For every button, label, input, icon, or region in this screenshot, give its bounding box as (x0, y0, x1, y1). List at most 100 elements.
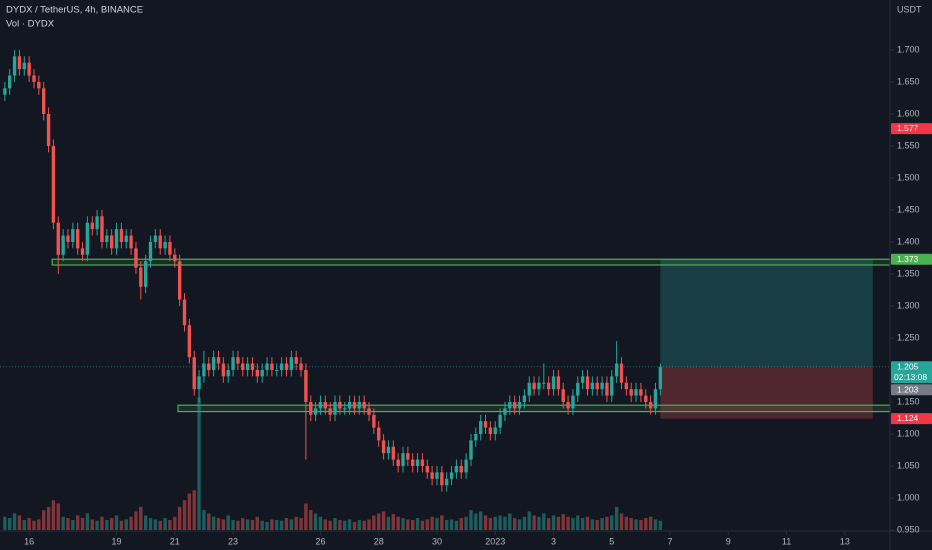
candle-body (430, 472, 434, 479)
volume-bar (406, 519, 410, 530)
candle-body (644, 395, 648, 402)
volume-bar (182, 500, 187, 530)
candle-body (270, 363, 274, 370)
candle-body (546, 382, 551, 390)
volume-bar (503, 516, 507, 530)
volume-bar (464, 516, 468, 530)
candle-body (634, 389, 638, 396)
volume-bar (498, 515, 502, 530)
volume-bar (493, 516, 497, 530)
volume-bar (71, 520, 75, 530)
candle-body (425, 465, 429, 473)
candle-body (168, 241, 172, 255)
candle-body (51, 145, 56, 223)
candle-body (100, 216, 104, 242)
volume-bar (211, 516, 216, 530)
candle-body (37, 81, 41, 89)
volume-bar (197, 397, 201, 530)
y-tick-label: 1.650 (897, 76, 920, 86)
volume-bar (51, 500, 56, 530)
x-tick-label: 19 (112, 536, 122, 546)
candle-body (279, 363, 284, 370)
x-tick-label: 7 (668, 536, 673, 546)
x-tick-label: 11 (782, 536, 791, 546)
volume-bar (202, 510, 206, 530)
volume-bar (260, 520, 264, 530)
volume-bar (561, 514, 565, 530)
candle-body (143, 261, 148, 287)
volume-bar (153, 519, 158, 530)
candle-body (595, 382, 599, 390)
price-label: 1.373 (897, 254, 919, 264)
candle-body (464, 459, 468, 473)
candle-body (454, 465, 459, 473)
volume-bar (556, 516, 561, 530)
volume-bar (377, 513, 381, 530)
volume-bar (226, 515, 230, 530)
candle-body (313, 408, 318, 415)
volume-bar (478, 511, 483, 530)
candle-body (444, 478, 449, 486)
y-tick-label: 1.300 (897, 300, 920, 310)
x-tick-label: 5 (609, 536, 614, 546)
y-tick-label: 1.600 (897, 108, 920, 118)
volume-bar (435, 518, 439, 530)
candle-body (338, 401, 342, 409)
volume-bar (415, 518, 420, 530)
y-tick-label: 0.950 (897, 524, 920, 534)
volume-bar (148, 518, 153, 530)
candle-body (648, 401, 653, 409)
candle-body (323, 401, 328, 409)
candle-body (386, 446, 391, 454)
volume-bar (595, 520, 599, 530)
zone-box (177, 404, 891, 413)
volume-bar (396, 516, 400, 530)
candle-body (177, 261, 182, 300)
volume-bar (177, 506, 182, 530)
candle-body (459, 465, 463, 473)
volume-bar (566, 516, 570, 530)
volume-bar (90, 519, 94, 530)
volume-bar (46, 506, 51, 530)
volume-bar (323, 519, 328, 530)
volume-bar (469, 510, 473, 530)
candle-body (474, 433, 478, 441)
volume-bar (401, 518, 405, 530)
volume-bar (488, 518, 493, 530)
candle-body (381, 440, 386, 454)
volume-bar (304, 503, 308, 530)
candle-body (420, 459, 425, 466)
volume-bar (328, 520, 332, 530)
volume-bar (313, 513, 318, 530)
volume-bar (629, 518, 633, 530)
candle-body (532, 382, 536, 390)
candle-body (32, 75, 36, 82)
volume-bar (391, 514, 395, 530)
volume-bar (245, 519, 250, 530)
countdown: 02:13:08 (894, 372, 927, 382)
volume-bar (367, 519, 371, 530)
candle-body (255, 369, 260, 377)
candle-body (119, 229, 124, 242)
candle-body (192, 357, 196, 390)
volume-bar (508, 513, 512, 530)
volume-bar (27, 518, 31, 530)
volume-bar (352, 522, 357, 530)
candle-body (66, 235, 70, 242)
candle-body (600, 382, 604, 390)
candle-body (211, 357, 216, 370)
candle-body (372, 414, 376, 428)
y-tick-label: 1.250 (897, 332, 920, 342)
volume-bar (444, 520, 449, 530)
candle-body (85, 222, 90, 255)
candle-body (304, 369, 308, 402)
volume-bar (129, 516, 133, 530)
volume-bar (56, 503, 60, 530)
candle-body (42, 88, 46, 114)
candle-body (605, 382, 609, 396)
candle-body (488, 427, 493, 434)
volume-bar (236, 520, 240, 530)
candle-body (377, 427, 381, 441)
volume-bar (381, 511, 386, 530)
candle-body (585, 376, 590, 390)
